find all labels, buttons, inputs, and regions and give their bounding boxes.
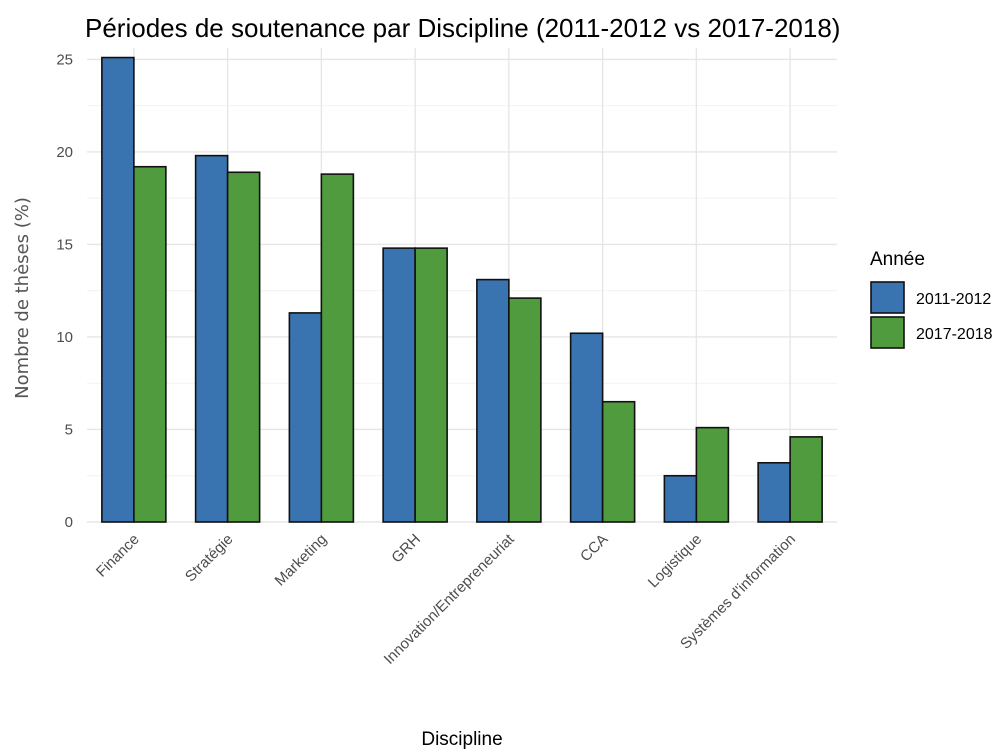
y-tick-label: 0: [65, 514, 73, 531]
legend-swatch: [870, 316, 905, 349]
bar-series-1: [757, 461, 791, 523]
bar-series-2: [320, 173, 355, 523]
bar-series-2: [789, 436, 823, 523]
y-tick-label: 10: [56, 329, 73, 346]
legend-label: 2017-2018: [916, 326, 993, 343]
legend: Année 2011-2012 2017-2018: [870, 249, 993, 349]
legend-title: Année: [870, 249, 925, 270]
bar-series-1: [101, 56, 135, 523]
x-tick-label: Finance: [93, 531, 143, 581]
bar-series-2: [508, 297, 542, 523]
bar-series-1: [194, 154, 229, 523]
bar-series-1: [569, 332, 604, 523]
x-axis-title: Discipline: [421, 729, 502, 750]
legend-label: 2011-2012: [916, 291, 991, 308]
bar-series-1: [382, 247, 416, 523]
bar-series-2: [226, 171, 261, 523]
bar-series-1: [288, 312, 323, 523]
bar-series-2: [414, 247, 448, 523]
bar-series-1: [663, 474, 698, 523]
x-axis-ticks: Finance Stratégie Marketing GRHInnovation/E…: [93, 530, 799, 668]
x-tick-label: Logistique: [645, 531, 705, 591]
y-tick-label: 15: [56, 236, 73, 253]
x-tick-label: Marketing: [272, 531, 331, 590]
bars-group: [101, 56, 823, 523]
chart-title: Périodes de soutenance par Discipline (2…: [85, 13, 840, 43]
y-tick-label: 5: [65, 421, 73, 438]
legend-swatch: [870, 281, 905, 314]
y-axis-title: Nombre de thèses (%): [12, 197, 33, 399]
bar-series-2: [133, 165, 167, 523]
y-axis-ticks: 0 5 10 15 20 25: [56, 51, 73, 531]
x-tick-label: CCA: [577, 531, 611, 565]
bar-series-2: [601, 400, 636, 523]
x-tick-label: Stratégie: [182, 531, 236, 585]
bar-series-1: [476, 278, 510, 523]
y-tick-label: 25: [56, 51, 73, 68]
bar-series-2: [695, 426, 730, 523]
x-tick-label: GRH: [388, 531, 424, 567]
y-tick-label: 20: [56, 144, 73, 161]
